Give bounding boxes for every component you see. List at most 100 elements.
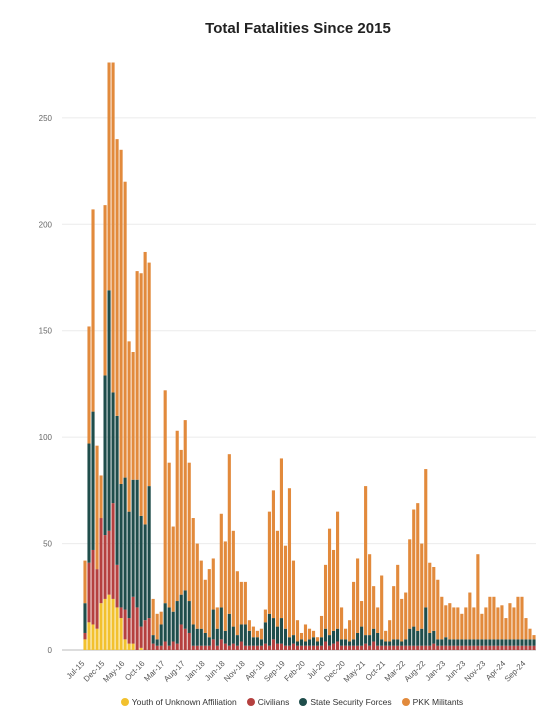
bar-segment xyxy=(131,596,135,644)
bar-segment xyxy=(336,511,340,629)
bar-segment xyxy=(331,630,336,644)
bar-segment xyxy=(107,62,111,291)
bar-segment xyxy=(239,641,243,650)
legend-label: Civilians xyxy=(257,697,290,707)
bar-segment xyxy=(279,458,283,619)
bar-segment xyxy=(412,509,416,627)
x-tick-label: Jan-23 xyxy=(424,659,448,683)
bar-segment xyxy=(408,628,412,646)
bar-segment xyxy=(340,645,344,650)
bar-segment xyxy=(364,486,368,636)
bar-segment xyxy=(87,326,91,444)
bar-segment xyxy=(307,645,312,650)
legend-item[interactable]: State Security Forces xyxy=(299,697,392,707)
bar-segment xyxy=(215,607,219,629)
bar-segment xyxy=(183,420,187,591)
x-tick-label: Nov-18 xyxy=(222,659,247,684)
bar-segment xyxy=(452,607,456,640)
bar-segment xyxy=(107,290,111,531)
bar-segment xyxy=(291,560,296,636)
legend-item[interactable]: PKK Militants xyxy=(401,697,463,707)
bar-segment xyxy=(416,630,420,646)
bar-segment xyxy=(127,511,131,619)
bar-segment xyxy=(199,628,203,646)
bar-segment xyxy=(340,639,344,646)
bar-segment xyxy=(99,518,103,604)
bar-segment xyxy=(175,601,179,644)
bar-segment xyxy=(408,539,412,629)
legend-item[interactable]: Civilians xyxy=(246,697,290,707)
bar-segment xyxy=(508,603,512,640)
bar-segment xyxy=(468,645,472,650)
bar-segment xyxy=(243,581,247,625)
y-tick-label: 50 xyxy=(43,540,52,549)
bar-segment xyxy=(384,630,388,642)
bar-segment xyxy=(336,628,340,642)
bar-segment xyxy=(115,139,119,416)
bar-segment xyxy=(267,511,271,614)
bar-segment xyxy=(360,645,364,650)
bar-segment xyxy=(275,643,279,650)
bar-segment xyxy=(532,635,536,640)
bar-segment xyxy=(95,445,99,570)
bar-segment xyxy=(464,645,468,650)
bar-segment xyxy=(131,479,135,597)
bar-segment xyxy=(231,626,235,644)
bar-segment xyxy=(211,558,215,610)
bar-segment xyxy=(139,647,143,650)
bar-segment xyxy=(283,645,288,650)
bar-segment xyxy=(147,262,151,487)
bar-segment xyxy=(524,639,528,646)
bar-segment xyxy=(432,630,436,644)
bar-segment xyxy=(404,645,408,650)
bar-segment xyxy=(512,639,516,646)
bar-segment xyxy=(368,554,372,636)
bar-segment xyxy=(448,639,452,646)
bar-segment xyxy=(336,641,340,650)
bar-segment xyxy=(500,639,504,646)
bar-segment xyxy=(524,618,528,640)
chart-title: Total Fatalities Since 2015 xyxy=(205,20,391,37)
bar-segment xyxy=(235,571,239,636)
bar-segment xyxy=(376,607,380,633)
bar-segment xyxy=(143,524,147,621)
bar-segment xyxy=(283,628,288,646)
bar-segment xyxy=(368,645,372,650)
bar-segment xyxy=(103,598,107,650)
bar-segment xyxy=(139,515,143,627)
bar-segment xyxy=(151,643,155,650)
bar-segment xyxy=(460,613,464,640)
bar-segment xyxy=(203,645,207,650)
bar-segment xyxy=(143,251,147,525)
bar-segment xyxy=(311,637,316,646)
bar-segment xyxy=(219,639,223,650)
bar-segment xyxy=(315,641,320,646)
bar-segment xyxy=(484,607,488,640)
bar-segment xyxy=(376,632,380,646)
bar-segment xyxy=(476,639,480,646)
bar-segment xyxy=(352,581,356,640)
bar-segment xyxy=(247,620,251,631)
bar-segment xyxy=(263,643,267,650)
bar-segment xyxy=(424,469,428,608)
bar-segment xyxy=(195,645,199,650)
bar-segment xyxy=(147,486,151,619)
bar-segment xyxy=(183,628,187,650)
bar-segment xyxy=(295,620,300,642)
legend-item[interactable]: Youth of Unknown Affiliation xyxy=(120,697,237,707)
bar-segment xyxy=(376,645,380,650)
bar-segment xyxy=(360,601,364,627)
bar-segment xyxy=(532,639,536,646)
bar-segment xyxy=(303,624,308,642)
bar-segment xyxy=(319,637,324,646)
bar-segment xyxy=(207,569,211,638)
bar-segment xyxy=(356,558,360,633)
bar-segment xyxy=(448,645,452,650)
bar-segment xyxy=(348,620,352,642)
legend-swatch-icon xyxy=(246,698,255,706)
bar-segment xyxy=(167,607,171,646)
x-tick-label: Aug-22 xyxy=(403,659,428,684)
bar-segment xyxy=(528,628,532,640)
bar-segment xyxy=(295,641,300,646)
x-tick-label: Nov-23 xyxy=(463,659,488,684)
